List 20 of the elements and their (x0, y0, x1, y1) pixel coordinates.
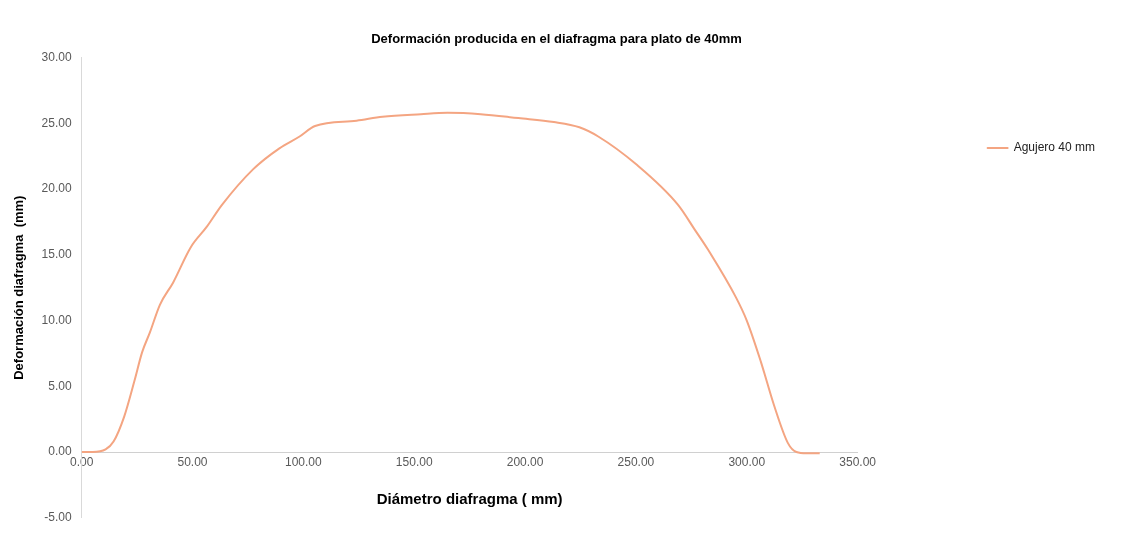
y-tick-label: 10.00 (41, 312, 72, 327)
x-tick-label: 50.00 (177, 454, 208, 469)
y-tick-label: 30.00 (41, 49, 72, 64)
x-tick-label: 100.00 (284, 454, 323, 469)
y-tick-label: -5.00 (44, 510, 72, 525)
y-tick-label: 25.00 (41, 115, 72, 130)
line-series (81, 111, 821, 455)
x-axis-title: Diámetro diafragma ( mm) (376, 490, 563, 508)
x-tick-label: 300.00 (728, 454, 766, 469)
y-axis-title: Deformación diafragma (mm) (11, 195, 27, 380)
y-tick-label: 0.00 (48, 444, 72, 459)
x-tick-label: 250.00 (617, 454, 655, 469)
x-tick-label: 350.00 (839, 454, 877, 469)
y-tick-label: 15.00 (41, 247, 72, 262)
legend-label: Agujero 40 mm (1013, 140, 1096, 155)
y-tick-label: 5.00 (48, 378, 72, 393)
chart-title: Deformación producida en el diafragma para plato de 40mm (371, 31, 742, 47)
y-tick-label: 20.00 (41, 181, 72, 196)
x-tick-label: 200.00 (506, 454, 544, 469)
x-tick-label: 150.00 (395, 454, 433, 469)
